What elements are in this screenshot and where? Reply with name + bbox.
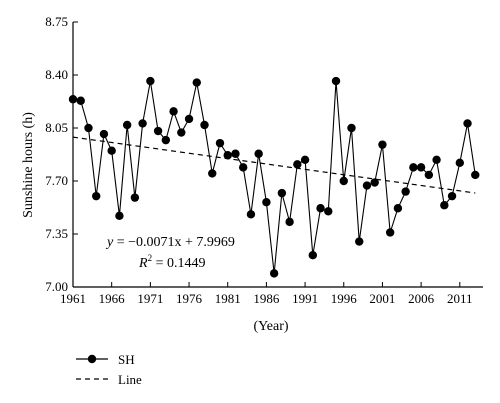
x-tick-label: 1981 (215, 291, 241, 306)
x-tick-label: 2001 (369, 291, 395, 306)
r2-value: = 0.1449 (152, 256, 205, 271)
r2-label: R (138, 256, 148, 271)
sh-point (161, 135, 171, 145)
sh-point (432, 155, 441, 164)
x-tick-label: 1961 (60, 291, 86, 306)
sh-point (146, 76, 155, 86)
sh-point (153, 126, 163, 136)
x-axis-ticks: 1961 1966 1971 1976 1981 1986 1991 1996 2001 2006… (60, 282, 473, 306)
sh-point (370, 178, 379, 187)
legend-line-label: Line (118, 372, 142, 387)
sh-point (324, 207, 333, 216)
equation-rhs: = −0.0071x + 7.9969 (113, 235, 235, 250)
sh-point (192, 78, 201, 87)
sh-point (215, 138, 225, 148)
x-axis-title: (Year) (253, 319, 288, 334)
sh-point (84, 123, 93, 133)
sh-point (184, 114, 194, 124)
x-tick-label: 1966 (99, 291, 126, 306)
sh-point (347, 123, 356, 133)
y-axis-ticks: 7.00 7.35 7.70 8.05 8.40 8.75 (45, 14, 78, 294)
sh-point (416, 163, 426, 172)
x-tick-label: 1971 (137, 291, 163, 306)
sh-point (463, 119, 472, 128)
sh-point (200, 120, 209, 130)
sh-point (316, 204, 325, 213)
sh-point (285, 217, 294, 227)
sh-point (115, 211, 124, 221)
y-tick-label: 7.70 (45, 173, 68, 188)
legend: SH Line (76, 352, 142, 387)
sh-point (107, 146, 116, 155)
sh-point (277, 188, 287, 198)
x-tick-label: 1976 (176, 291, 203, 306)
sh-point (362, 181, 372, 190)
x-tick-label: 1996 (331, 291, 358, 306)
sh-point (76, 96, 85, 105)
sh-point (269, 269, 279, 278)
x-tick-label: 1986 (253, 291, 280, 306)
sh-point (99, 129, 109, 139)
sh-point (455, 158, 464, 168)
sh-point (331, 76, 341, 86)
sh-point (355, 237, 364, 246)
sh-point (293, 160, 302, 169)
sh-series-points (68, 76, 480, 278)
y-tick-label: 8.40 (45, 67, 68, 82)
sh-point (424, 170, 434, 180)
sh-point (378, 140, 387, 149)
x-tick-label: 2006 (408, 291, 435, 306)
sh-point (223, 151, 232, 160)
axes (72, 22, 483, 288)
y-tick-label: 8.05 (45, 120, 68, 135)
sh-point (447, 191, 457, 201)
y-tick-label: 7.00 (45, 279, 68, 294)
sh-point (339, 176, 348, 186)
sh-point (138, 119, 147, 128)
sh-point (254, 149, 263, 158)
sh-point (208, 169, 217, 178)
sh-point (409, 163, 418, 172)
legend-sh-marker (87, 354, 97, 364)
sh-point (238, 163, 248, 172)
sh-point (169, 107, 178, 116)
sh-point (440, 201, 449, 210)
equation-lhs: y (105, 235, 114, 250)
x-tick-label: 1991 (292, 291, 318, 306)
sh-point (122, 120, 132, 130)
sh-point (68, 95, 78, 104)
r2-exponent: 2 (148, 253, 153, 263)
sh-point (308, 251, 318, 260)
sh-point (246, 210, 256, 219)
y-tick-label: 7.35 (45, 226, 68, 241)
y-tick-label: 8.75 (45, 14, 68, 29)
sh-point (262, 198, 271, 207)
sh-point (130, 193, 140, 202)
sh-point (177, 128, 186, 137)
sh-point (393, 204, 403, 213)
y-axis-title: Sunshine hours (h) (21, 112, 36, 218)
sh-point (401, 187, 410, 196)
sh-point (300, 155, 310, 164)
sh-point (471, 170, 480, 180)
r-squared: R2 = 0.1449 (138, 253, 205, 271)
sh-point (231, 149, 240, 158)
regression-equation: y = −0.0071x + 7.9969 (105, 235, 235, 250)
sh-point (385, 228, 395, 237)
legend-sh-label: SH (118, 352, 135, 367)
x-tick-label: 2011 (447, 291, 473, 306)
sh-point (92, 191, 101, 201)
